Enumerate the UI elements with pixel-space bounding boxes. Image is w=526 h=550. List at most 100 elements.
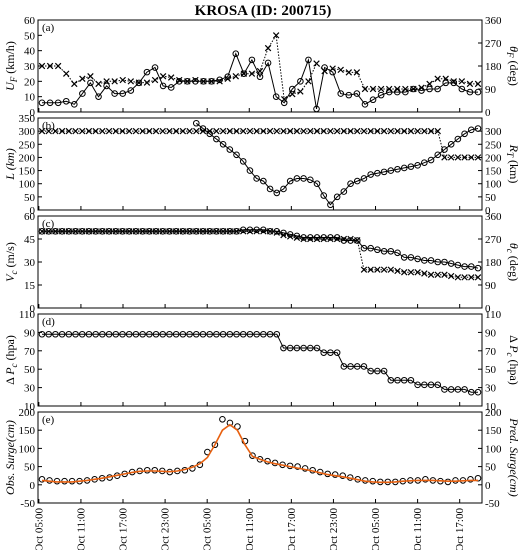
data-point [199, 228, 207, 235]
data-point [232, 50, 240, 58]
data-point [327, 234, 334, 241]
data-point [294, 463, 301, 470]
data-point [340, 188, 348, 195]
data-point [427, 381, 435, 389]
data-point [474, 264, 482, 272]
data-point [353, 363, 361, 370]
data-point [367, 367, 374, 375]
y-tick-label-left: 50 [24, 364, 36, 376]
data-point [175, 78, 183, 85]
data-point [441, 146, 448, 153]
data-point [184, 78, 191, 85]
data-point [333, 234, 341, 241]
data-point [233, 127, 240, 135]
data-point [400, 164, 408, 172]
x-tick-label: 07 Oct 11:00 [412, 508, 424, 550]
y-tick-label-left: 70 [24, 346, 36, 358]
data-point [327, 201, 334, 209]
data-point [421, 159, 428, 166]
data-point [143, 79, 151, 86]
data-point [92, 330, 99, 338]
data-point [347, 127, 354, 135]
data-point [111, 78, 118, 85]
data-point [52, 127, 59, 135]
y-tick-label-left: 15 [24, 280, 36, 292]
data-point [38, 228, 46, 235]
data-point [441, 258, 448, 266]
data-point [87, 79, 94, 87]
data-point [360, 363, 368, 370]
data-point [297, 88, 304, 95]
data-point [421, 270, 428, 277]
data-point [369, 85, 377, 93]
y-tick-label-left: 110 [19, 309, 36, 321]
y-axis-label-right: Δ Pc (hpa) [505, 335, 521, 385]
data-point [327, 127, 334, 135]
data-point [450, 79, 458, 87]
data-point [385, 85, 393, 93]
data-point [233, 151, 240, 159]
data-point [192, 76, 199, 84]
data-point [333, 349, 341, 356]
data-point [374, 246, 381, 254]
data-point [394, 249, 401, 257]
data-point [135, 79, 143, 87]
data-point [353, 237, 361, 244]
data-point [79, 228, 86, 235]
data-point [380, 127, 388, 135]
y-tick-label-left: 30 [24, 61, 36, 73]
data-point [367, 127, 374, 135]
y-tick-label-right: 70 [485, 346, 497, 358]
data-point [159, 330, 167, 338]
data-point [71, 80, 78, 88]
data-point [65, 330, 73, 338]
data-point [266, 127, 274, 135]
data-point [410, 85, 417, 93]
data-point [447, 154, 455, 161]
y-tick-label-left: 45 [24, 234, 36, 246]
data-point [300, 175, 307, 182]
data-point [474, 80, 482, 88]
data-point [347, 237, 354, 244]
data-point [206, 330, 213, 338]
data-point [369, 96, 377, 104]
series-line [41, 423, 478, 484]
data-point [78, 330, 86, 338]
data-point [253, 228, 260, 235]
data-point [46, 99, 54, 107]
data-point [253, 330, 260, 338]
data-point [297, 78, 304, 85]
data-point [293, 175, 301, 182]
data-point [313, 234, 321, 241]
y-tick-label-right: 180 [485, 257, 502, 269]
data-point [99, 127, 106, 135]
data-point [240, 70, 248, 77]
data-point [95, 93, 102, 100]
data-point [240, 70, 248, 77]
data-point [387, 376, 395, 384]
data-point [103, 82, 110, 90]
data-point [327, 235, 334, 243]
data-point [219, 330, 227, 338]
data-point [58, 127, 66, 135]
data-point [62, 70, 70, 77]
data-point [119, 76, 126, 84]
y-tick-label-left: 60 [24, 211, 36, 223]
data-point [216, 76, 223, 84]
data-point [447, 140, 455, 148]
data-point [286, 344, 294, 352]
data-point [79, 75, 86, 83]
y-tick-label-right: 150 [485, 425, 502, 437]
x-tick-label: 06 Oct 23:00 [328, 508, 340, 550]
data-point [427, 156, 435, 164]
y-tick-label-right: 0 [485, 205, 491, 217]
y-tick-label-left: 10 [24, 92, 36, 104]
data-point [99, 228, 106, 235]
data-point [442, 75, 449, 83]
data-point [380, 168, 388, 176]
data-point [337, 90, 345, 97]
data-point [58, 228, 66, 235]
data-point [92, 228, 99, 235]
data-point [240, 127, 247, 135]
data-point [260, 226, 267, 234]
